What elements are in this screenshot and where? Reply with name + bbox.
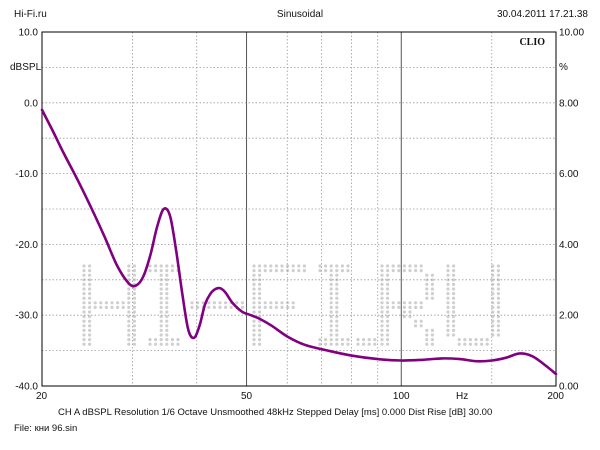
watermark-glyph (252, 264, 306, 346)
x-tick-label: 50 (241, 391, 253, 402)
y-right-tick-label: 2.00 (559, 311, 579, 322)
y-right-tick-label: 10.00 (559, 28, 584, 39)
mode-label: Sinusoidal (276, 9, 324, 20)
timestamp-label: 30.04.2011 17.21.38 (496, 9, 588, 20)
file-label: File: кни 96.sin (14, 423, 78, 434)
measurement-settings: CH A dBSPL Resolution 1/6 Octave Unsmoot… (58, 407, 493, 418)
y-right-tick-label: 8.00 (559, 98, 579, 109)
tick-labels: 10.0 0.0 -10.0 -20.0 -30.0 -40.0 10.00 8.00 6.00… (15, 28, 584, 403)
x-tick-label: 200 (547, 391, 564, 402)
y-axis-label: dBSPL (10, 62, 42, 73)
watermark-glyph (380, 264, 434, 346)
y-right-tick-label: 6.00 (559, 169, 579, 180)
watermark-glyph (356, 338, 377, 346)
watermark-glyph (148, 264, 180, 346)
y-tick-label: -30.0 (15, 311, 38, 322)
y-right-tick-label: 0.00 (559, 382, 579, 393)
y-tick-label: -40.0 (15, 382, 38, 393)
y-tick-label: 0.0 (24, 98, 38, 109)
y-tick-label: -20.0 (15, 240, 38, 251)
watermark-glyph (82, 264, 136, 346)
x-tick-label: 20 (36, 391, 48, 402)
y-right-tick-label: 4.00 (559, 240, 579, 251)
x-tick-label: 100 (393, 391, 410, 402)
y-tick-label: -10.0 (15, 169, 38, 180)
plot-frame (41, 31, 557, 387)
y-tick-label: 10.0 (19, 28, 39, 39)
series-line (40, 108, 558, 376)
watermark-glyph (446, 264, 500, 346)
y-axis-right-label: % (559, 62, 568, 73)
source-label: Hi-Fi.ru (14, 9, 47, 20)
grid (42, 32, 556, 386)
x-axis-label: Hz (456, 391, 468, 402)
watermark-glyph (318, 264, 350, 346)
clio-logo: CLIO (519, 37, 545, 48)
watermark (82, 264, 500, 346)
